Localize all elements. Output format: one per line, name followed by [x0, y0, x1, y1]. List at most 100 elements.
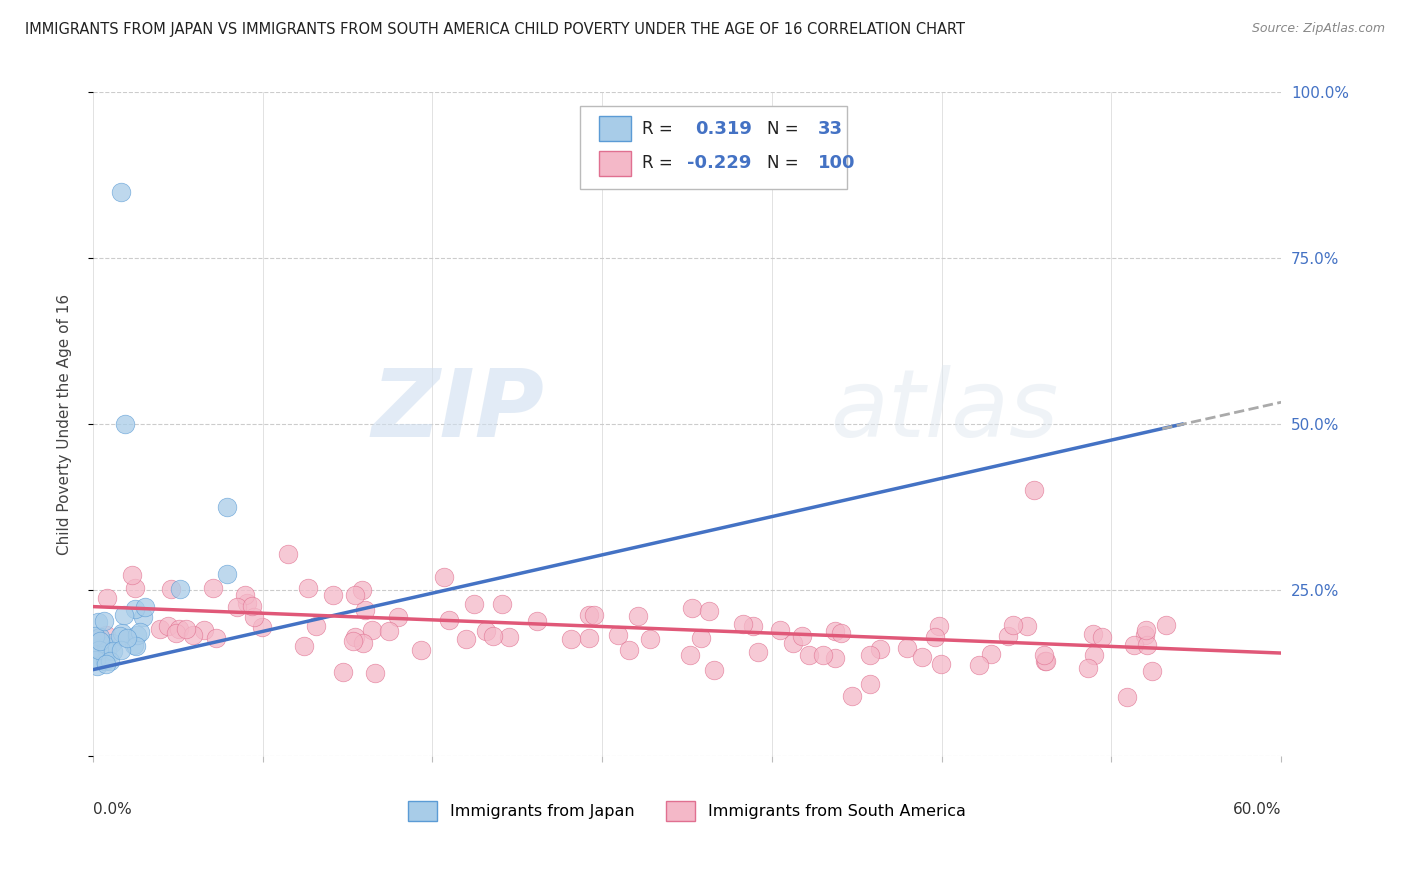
Point	[578, 607, 600, 622]
Point	[813, 648, 835, 662]
Text: N =: N =	[766, 120, 799, 138]
Point	[124, 581, 146, 595]
Point	[277, 547, 299, 561]
Point	[491, 597, 513, 611]
Point	[1135, 623, 1157, 637]
Point	[980, 647, 1002, 661]
Point	[967, 658, 990, 673]
Point	[1154, 617, 1177, 632]
Point	[110, 643, 132, 657]
Point	[387, 610, 409, 624]
Point	[305, 619, 328, 633]
Point	[101, 644, 124, 658]
Point	[1133, 628, 1156, 642]
Point	[112, 608, 135, 623]
Point	[235, 596, 257, 610]
Point	[343, 630, 366, 644]
Point	[352, 582, 374, 597]
Point	[86, 653, 108, 667]
Point	[928, 619, 950, 633]
Point	[165, 626, 187, 640]
Point	[824, 651, 846, 665]
Point	[1142, 664, 1164, 678]
Point	[322, 588, 344, 602]
Point	[432, 569, 454, 583]
Point	[86, 659, 108, 673]
Text: -0.229: -0.229	[688, 154, 751, 172]
Text: R =: R =	[643, 154, 672, 172]
Point	[86, 615, 108, 629]
Point	[215, 566, 238, 581]
Point	[127, 628, 149, 642]
Point	[156, 619, 179, 633]
Point	[456, 632, 478, 646]
Point	[100, 636, 122, 650]
Point	[233, 588, 256, 602]
Point	[1081, 627, 1104, 641]
Text: 60.0%: 60.0%	[1233, 803, 1281, 817]
Point	[769, 623, 792, 637]
Point	[332, 665, 354, 680]
Point	[360, 624, 382, 638]
Point	[86, 631, 108, 645]
Point	[128, 625, 150, 640]
Point	[1135, 638, 1157, 652]
Point	[89, 643, 111, 657]
Point	[997, 628, 1019, 642]
Point	[87, 641, 110, 656]
Point	[84, 629, 107, 643]
FancyBboxPatch shape	[581, 105, 848, 188]
Point	[859, 676, 882, 690]
Point	[167, 622, 190, 636]
Text: 0.319: 0.319	[696, 120, 752, 138]
Text: ZIP: ZIP	[371, 365, 544, 457]
Point	[111, 625, 134, 640]
Point	[1091, 630, 1114, 644]
Point	[181, 628, 204, 642]
Point	[98, 654, 121, 668]
Point	[89, 634, 111, 648]
Text: R =: R =	[643, 120, 672, 138]
Point	[627, 608, 650, 623]
Point	[343, 588, 366, 602]
Point	[1002, 617, 1025, 632]
Point	[792, 629, 814, 643]
Point	[378, 624, 401, 639]
Point	[201, 581, 224, 595]
Point	[354, 602, 377, 616]
Text: 100: 100	[818, 154, 855, 172]
Point	[1033, 654, 1056, 668]
Point	[463, 597, 485, 611]
Point	[638, 632, 661, 647]
Text: atlas: atlas	[830, 366, 1057, 457]
Point	[292, 640, 315, 654]
Point	[96, 628, 118, 642]
Point	[96, 591, 118, 606]
Point	[747, 644, 769, 658]
Point	[782, 636, 804, 650]
Point	[364, 666, 387, 681]
Point	[858, 648, 880, 662]
Point	[830, 626, 852, 640]
Point	[297, 581, 319, 595]
Point	[578, 631, 600, 645]
Point	[204, 631, 226, 645]
Text: N =: N =	[766, 154, 799, 172]
Point	[1122, 638, 1144, 652]
Point	[1022, 483, 1045, 498]
Point	[799, 648, 821, 662]
Point	[1077, 661, 1099, 675]
Point	[869, 642, 891, 657]
Point	[619, 643, 641, 657]
Point	[131, 610, 153, 624]
Point	[215, 500, 238, 514]
Point	[89, 630, 111, 644]
Point	[482, 629, 505, 643]
Point	[115, 631, 138, 645]
Point	[124, 602, 146, 616]
Point	[437, 613, 460, 627]
Text: Source: ZipAtlas.com: Source: ZipAtlas.com	[1251, 22, 1385, 36]
Point	[681, 600, 703, 615]
Point	[896, 641, 918, 656]
Point	[124, 640, 146, 654]
